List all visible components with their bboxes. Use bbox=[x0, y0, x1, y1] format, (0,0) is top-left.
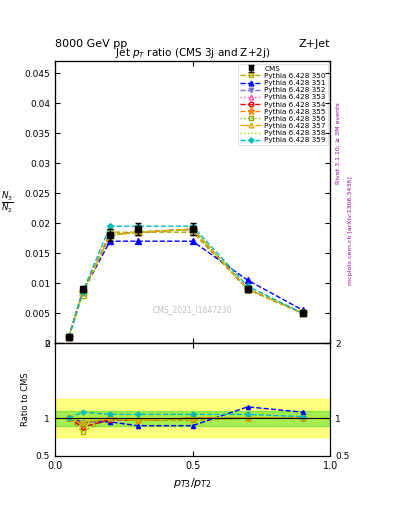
Pythia 6.428 357 bbox=[135, 229, 140, 236]
Pythia 6.428 354 bbox=[66, 334, 71, 340]
Pythia 6.428 357 bbox=[108, 232, 112, 238]
Line: Pythia 6.428 353: Pythia 6.428 353 bbox=[66, 226, 305, 340]
Pythia 6.428 351 bbox=[66, 334, 71, 340]
Pythia 6.428 352 bbox=[108, 232, 112, 238]
Text: 8000 GeV pp: 8000 GeV pp bbox=[55, 38, 127, 49]
Pythia 6.428 353 bbox=[80, 289, 85, 295]
Line: Pythia 6.428 355: Pythia 6.428 355 bbox=[64, 225, 307, 341]
Pythia 6.428 353 bbox=[300, 310, 305, 316]
Pythia 6.428 358 bbox=[80, 292, 85, 298]
Pythia 6.428 359 bbox=[190, 223, 195, 229]
Pythia 6.428 356 bbox=[300, 310, 305, 316]
Y-axis label: Ratio to CMS: Ratio to CMS bbox=[21, 373, 30, 426]
Text: Rivet 3.1.10; ≥ 3M events: Rivet 3.1.10; ≥ 3M events bbox=[336, 102, 341, 184]
Pythia 6.428 355 bbox=[108, 232, 112, 238]
Pythia 6.428 354 bbox=[245, 286, 250, 292]
Pythia 6.428 359 bbox=[300, 310, 305, 316]
Line: Pythia 6.428 351: Pythia 6.428 351 bbox=[66, 239, 305, 340]
Text: CMS_2021_I1847230: CMS_2021_I1847230 bbox=[153, 305, 232, 314]
Pythia 6.428 351 bbox=[245, 277, 250, 283]
Pythia 6.428 358 bbox=[190, 226, 195, 232]
Bar bbox=[55, 411, 330, 425]
Line: Pythia 6.428 350: Pythia 6.428 350 bbox=[66, 229, 305, 340]
Pythia 6.428 359 bbox=[135, 223, 140, 229]
Pythia 6.428 355 bbox=[80, 289, 85, 295]
Legend: CMS, Pythia 6.428 350, Pythia 6.428 351, Pythia 6.428 352, Pythia 6.428 353, Pyt: CMS, Pythia 6.428 350, Pythia 6.428 351,… bbox=[237, 63, 328, 145]
Pythia 6.428 351 bbox=[108, 238, 112, 244]
Text: mcplots.cern.ch [arXiv:1306.3436]: mcplots.cern.ch [arXiv:1306.3436] bbox=[348, 176, 353, 285]
X-axis label: $p_{T3}/p_{T2}$: $p_{T3}/p_{T2}$ bbox=[173, 476, 212, 490]
Pythia 6.428 358 bbox=[245, 286, 250, 292]
Pythia 6.428 359 bbox=[245, 283, 250, 289]
Pythia 6.428 353 bbox=[190, 226, 195, 232]
Title: Jet $p_T$ ratio (CMS 3j and Z+2j): Jet $p_T$ ratio (CMS 3j and Z+2j) bbox=[115, 46, 270, 60]
Pythia 6.428 356 bbox=[66, 334, 71, 340]
Line: Pythia 6.428 359: Pythia 6.428 359 bbox=[67, 224, 305, 339]
Pythia 6.428 356 bbox=[108, 232, 112, 238]
Pythia 6.428 352 bbox=[190, 226, 195, 232]
Line: Pythia 6.428 352: Pythia 6.428 352 bbox=[66, 226, 305, 340]
Line: Pythia 6.428 357: Pythia 6.428 357 bbox=[66, 226, 305, 340]
Pythia 6.428 352 bbox=[300, 310, 305, 316]
Y-axis label: $\frac{N_3}{N_2}$: $\frac{N_3}{N_2}$ bbox=[1, 190, 14, 215]
Pythia 6.428 359 bbox=[80, 289, 85, 295]
Pythia 6.428 353 bbox=[108, 232, 112, 238]
Pythia 6.428 357 bbox=[245, 286, 250, 292]
Line: Pythia 6.428 354: Pythia 6.428 354 bbox=[66, 226, 305, 340]
Pythia 6.428 356 bbox=[80, 289, 85, 295]
Pythia 6.428 354 bbox=[135, 229, 140, 236]
Pythia 6.428 358 bbox=[66, 334, 71, 340]
Pythia 6.428 351 bbox=[300, 307, 305, 313]
Pythia 6.428 357 bbox=[190, 226, 195, 232]
Pythia 6.428 351 bbox=[190, 238, 195, 244]
Pythia 6.428 357 bbox=[300, 310, 305, 316]
Pythia 6.428 353 bbox=[245, 286, 250, 292]
Pythia 6.428 355 bbox=[300, 310, 305, 316]
Line: Pythia 6.428 358: Pythia 6.428 358 bbox=[69, 229, 303, 337]
Pythia 6.428 351 bbox=[80, 289, 85, 295]
Pythia 6.428 352 bbox=[135, 229, 140, 236]
Pythia 6.428 352 bbox=[245, 286, 250, 292]
Pythia 6.428 355 bbox=[66, 334, 71, 340]
Pythia 6.428 356 bbox=[190, 226, 195, 232]
Pythia 6.428 352 bbox=[66, 334, 71, 340]
Pythia 6.428 353 bbox=[135, 229, 140, 236]
Bar bbox=[55, 399, 330, 437]
Pythia 6.428 350 bbox=[135, 229, 140, 236]
Pythia 6.428 357 bbox=[66, 334, 71, 340]
Pythia 6.428 359 bbox=[108, 223, 112, 229]
Pythia 6.428 355 bbox=[190, 226, 195, 232]
Line: Pythia 6.428 356: Pythia 6.428 356 bbox=[66, 226, 305, 340]
Pythia 6.428 357 bbox=[80, 289, 85, 295]
Pythia 6.428 350 bbox=[66, 334, 71, 340]
Pythia 6.428 350 bbox=[190, 229, 195, 236]
Pythia 6.428 355 bbox=[245, 286, 250, 292]
Pythia 6.428 353 bbox=[66, 334, 71, 340]
Pythia 6.428 354 bbox=[190, 226, 195, 232]
Pythia 6.428 359 bbox=[66, 334, 71, 340]
Pythia 6.428 352 bbox=[80, 289, 85, 295]
Pythia 6.428 350 bbox=[245, 286, 250, 292]
Pythia 6.428 354 bbox=[108, 232, 112, 238]
Pythia 6.428 354 bbox=[300, 310, 305, 316]
Pythia 6.428 350 bbox=[300, 310, 305, 316]
Pythia 6.428 356 bbox=[245, 286, 250, 292]
Pythia 6.428 358 bbox=[135, 229, 140, 236]
Pythia 6.428 356 bbox=[135, 229, 140, 236]
Text: Z+Jet: Z+Jet bbox=[299, 38, 330, 49]
Pythia 6.428 358 bbox=[300, 310, 305, 316]
Pythia 6.428 355 bbox=[135, 229, 140, 236]
Pythia 6.428 351 bbox=[135, 238, 140, 244]
Pythia 6.428 350 bbox=[80, 292, 85, 298]
Pythia 6.428 350 bbox=[108, 229, 112, 236]
Pythia 6.428 354 bbox=[80, 289, 85, 295]
Pythia 6.428 358 bbox=[108, 232, 112, 238]
